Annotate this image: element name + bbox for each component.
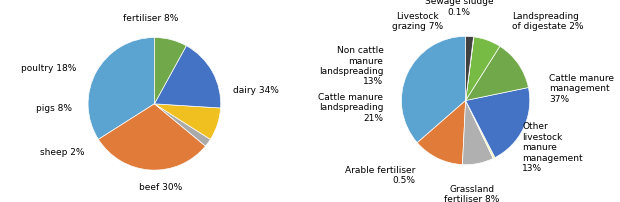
Wedge shape — [154, 38, 187, 104]
Text: Cattle manure
landspreading
21%: Cattle manure landspreading 21% — [319, 93, 383, 122]
Wedge shape — [99, 104, 205, 170]
Text: Grassland
fertiliser 8%: Grassland fertiliser 8% — [445, 184, 500, 202]
Text: Landspreading
of digestate 2%: Landspreading of digestate 2% — [512, 12, 583, 31]
Text: beef 30%: beef 30% — [140, 182, 183, 191]
Wedge shape — [466, 101, 495, 159]
Wedge shape — [463, 101, 494, 165]
Text: Arable fertiliser
0.5%: Arable fertiliser 0.5% — [345, 165, 415, 184]
Wedge shape — [417, 101, 466, 165]
Wedge shape — [466, 88, 529, 158]
Wedge shape — [154, 46, 221, 108]
Wedge shape — [466, 47, 528, 101]
Wedge shape — [466, 37, 474, 101]
Text: Sewage sludge
0.1%: Sewage sludge 0.1% — [425, 0, 494, 17]
Text: dairy 34%: dairy 34% — [232, 85, 278, 94]
Text: poultry 18%: poultry 18% — [21, 63, 76, 73]
Wedge shape — [401, 37, 466, 143]
Text: pigs 8%: pigs 8% — [35, 103, 71, 112]
Wedge shape — [466, 38, 500, 101]
Text: fertiliser 8%: fertiliser 8% — [123, 14, 179, 23]
Text: Other
livestock
manure
management
13%: Other livestock manure management 13% — [522, 122, 583, 172]
Text: Cattle manure
management
37%: Cattle manure management 37% — [549, 73, 614, 103]
Text: Non cattle
manure
landspreading
13%: Non cattle manure landspreading 13% — [319, 46, 383, 86]
Wedge shape — [88, 38, 154, 140]
Text: sheep 2%: sheep 2% — [40, 147, 85, 156]
Wedge shape — [154, 104, 221, 140]
Wedge shape — [154, 104, 210, 146]
Wedge shape — [466, 38, 474, 101]
Text: Livestock
grazing 7%: Livestock grazing 7% — [392, 12, 443, 31]
